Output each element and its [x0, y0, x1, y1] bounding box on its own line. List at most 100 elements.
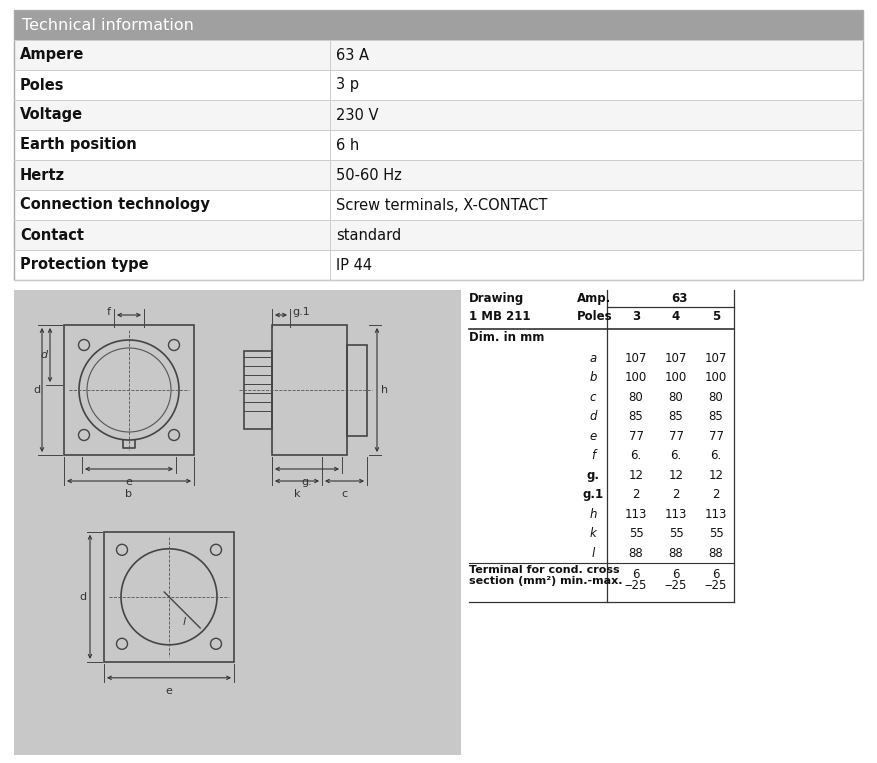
Text: Poles: Poles [577, 310, 613, 323]
Text: 80: 80 [709, 391, 724, 404]
Text: 12: 12 [629, 468, 644, 481]
Text: Earth position: Earth position [20, 137, 137, 153]
Text: 88: 88 [709, 547, 724, 560]
Text: e: e [589, 430, 596, 443]
Text: l: l [182, 617, 186, 626]
Text: 100: 100 [625, 372, 647, 385]
FancyBboxPatch shape [14, 250, 863, 280]
Text: b: b [125, 489, 132, 499]
Text: ‒25: ‒25 [624, 579, 647, 592]
Text: d: d [589, 410, 596, 423]
Text: h: h [381, 385, 389, 395]
Text: 113: 113 [705, 507, 727, 521]
Text: 1 MB 211: 1 MB 211 [469, 310, 531, 323]
Text: g.: g. [587, 468, 600, 481]
Text: 55: 55 [629, 527, 644, 540]
Text: Terminal for cond. cross: Terminal for cond. cross [469, 565, 620, 575]
Text: 80: 80 [668, 391, 683, 404]
Text: 88: 88 [629, 547, 644, 560]
FancyBboxPatch shape [14, 190, 863, 220]
Text: 77: 77 [629, 430, 644, 443]
Text: Poles: Poles [20, 78, 65, 92]
Text: ‒25: ‒25 [665, 579, 688, 592]
Text: 107: 107 [665, 352, 688, 365]
Text: 3: 3 [632, 310, 640, 323]
Text: 113: 113 [665, 507, 688, 521]
Text: 85: 85 [629, 410, 644, 423]
Text: e: e [166, 686, 173, 696]
Text: 12: 12 [668, 468, 683, 481]
Text: c: c [341, 489, 347, 499]
Text: 85: 85 [709, 410, 724, 423]
Text: 5: 5 [712, 310, 720, 323]
Text: 113: 113 [624, 507, 647, 521]
Text: d: d [32, 385, 40, 395]
Text: 2: 2 [712, 488, 720, 501]
Text: 107: 107 [705, 352, 727, 365]
Text: Voltage: Voltage [20, 108, 83, 123]
Text: d: d [41, 350, 48, 360]
Text: Screw terminals, X-CONTACT: Screw terminals, X-CONTACT [336, 198, 547, 213]
Text: 2: 2 [673, 488, 680, 501]
Text: 55: 55 [668, 527, 683, 540]
Text: g.1: g.1 [582, 488, 603, 501]
Text: 80: 80 [629, 391, 644, 404]
Text: 77: 77 [668, 430, 683, 443]
Text: Technical information: Technical information [22, 18, 194, 33]
Text: Contact: Contact [20, 227, 84, 243]
Text: 88: 88 [668, 547, 683, 560]
Text: Drawing: Drawing [469, 292, 524, 305]
Text: Ampere: Ampere [20, 47, 84, 63]
Text: l: l [591, 547, 595, 560]
Text: 6.: 6. [631, 449, 642, 462]
Text: ‒25: ‒25 [705, 579, 727, 592]
Text: 6 h: 6 h [336, 137, 360, 153]
Text: 3 p: 3 p [336, 78, 359, 92]
FancyBboxPatch shape [14, 40, 863, 70]
Text: 100: 100 [705, 372, 727, 385]
Text: 77: 77 [709, 430, 724, 443]
Text: k: k [294, 489, 300, 499]
FancyBboxPatch shape [14, 220, 863, 250]
Text: a: a [589, 352, 596, 365]
Text: 50-60 Hz: 50-60 Hz [336, 168, 402, 182]
Text: Dim. in mm: Dim. in mm [469, 331, 545, 344]
Text: Amp.: Amp. [577, 292, 611, 305]
Text: 6.: 6. [710, 449, 722, 462]
Text: k: k [589, 527, 596, 540]
Text: 6: 6 [712, 568, 720, 581]
Text: 100: 100 [665, 372, 687, 385]
FancyBboxPatch shape [14, 100, 863, 130]
FancyBboxPatch shape [14, 130, 863, 160]
Text: f: f [591, 449, 595, 462]
Text: Hertz: Hertz [20, 168, 65, 182]
Text: 6: 6 [673, 568, 680, 581]
Text: 230 V: 230 V [336, 108, 379, 123]
Text: 55: 55 [709, 527, 724, 540]
FancyBboxPatch shape [14, 160, 863, 190]
Text: 63 A: 63 A [336, 47, 369, 63]
Text: b: b [589, 372, 596, 385]
Text: standard: standard [336, 227, 402, 243]
Text: g.: g. [302, 477, 312, 487]
Text: 85: 85 [668, 410, 683, 423]
Text: 12: 12 [709, 468, 724, 481]
Text: 63: 63 [671, 292, 688, 305]
Text: g.1: g.1 [292, 307, 310, 317]
FancyBboxPatch shape [14, 70, 863, 100]
FancyBboxPatch shape [14, 290, 461, 755]
Text: 6: 6 [632, 568, 639, 581]
Text: h: h [589, 507, 596, 521]
Text: 107: 107 [624, 352, 647, 365]
Text: 4: 4 [672, 310, 681, 323]
Text: section (mm²) min.-max.: section (mm²) min.-max. [469, 576, 623, 586]
Text: d: d [80, 592, 87, 602]
FancyBboxPatch shape [14, 10, 863, 40]
Text: c: c [589, 391, 596, 404]
Text: Connection technology: Connection technology [20, 198, 210, 213]
Text: Protection type: Protection type [20, 257, 148, 272]
Text: 2: 2 [632, 488, 639, 501]
Text: f: f [107, 307, 111, 317]
Text: 6.: 6. [670, 449, 681, 462]
Text: IP 44: IP 44 [336, 257, 372, 272]
